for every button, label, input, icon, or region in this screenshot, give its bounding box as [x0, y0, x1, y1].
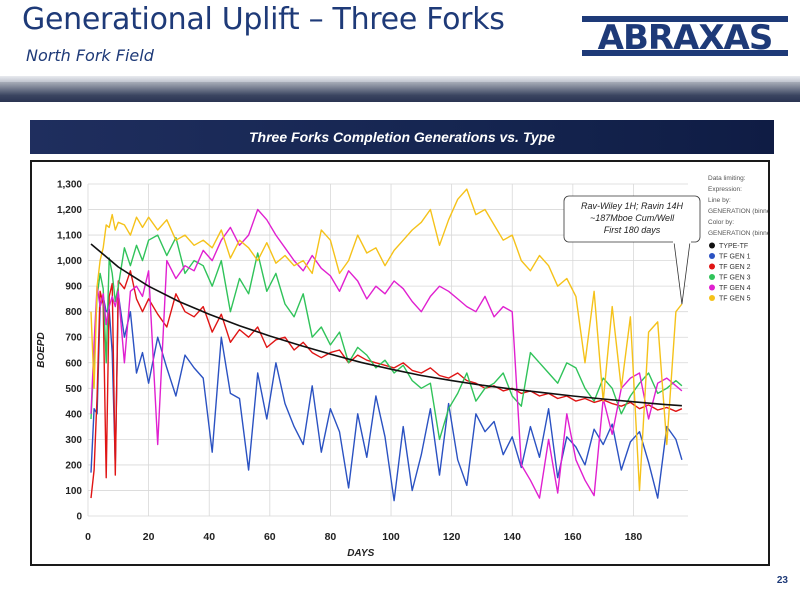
callout-pointer: [673, 241, 691, 305]
legend-header-text: GENERATION (binned): [708, 208, 768, 215]
legend-header-text: Expression:: [708, 186, 742, 193]
y-axis-label: BOEPD: [36, 332, 47, 368]
y-tick-label: 800: [65, 307, 82, 318]
x-tick-label: 40: [203, 531, 215, 543]
y-tick-label: 1,200: [57, 205, 82, 216]
legend-entry: TF GEN 2: [719, 264, 751, 271]
y-tick-label: 200: [65, 460, 82, 471]
y-tick-label: 100: [65, 486, 82, 497]
x-axis-label: DAYS: [347, 548, 374, 559]
x-tick-label: 80: [325, 531, 337, 543]
callout-box: [563, 195, 701, 243]
legend-header-text: Color by:: [708, 219, 734, 226]
x-tick-label: 160: [564, 531, 582, 543]
y-tick-label: 1,000: [57, 256, 82, 267]
abraxas-logo: ABRAXAS: [582, 16, 788, 58]
chart-banner: Three Forks Completion Generations vs. T…: [30, 120, 774, 154]
x-tick-label: 100: [382, 531, 400, 543]
logo-text: ABRAXAS: [598, 18, 773, 58]
callout-text: First 180 days: [604, 225, 661, 235]
series-line-tf-gen-2: [90, 270, 683, 499]
series-line-tf-gen-5: [90, 188, 683, 492]
legend-swatch: [709, 253, 715, 259]
legend-swatch: [709, 284, 715, 291]
legend-header-text: Data limiting:: [708, 175, 746, 182]
legend-swatch: [709, 274, 715, 280]
y-tick-label: 1,300: [57, 180, 82, 191]
legend-header-text: Line by:: [708, 197, 731, 204]
page-number: 23: [776, 575, 788, 586]
y-tick-label: 600: [65, 358, 82, 369]
x-tick-label: 0: [85, 531, 91, 543]
legend-swatch: [709, 263, 715, 270]
y-tick-label: 900: [65, 282, 82, 293]
x-tick-label: 140: [503, 531, 521, 543]
slide-title: Generational Uplift – Three Forks: [22, 2, 505, 37]
series-line-type-tf: [90, 243, 682, 407]
series-line-tf-gen-3: [90, 234, 683, 441]
legend-swatch: [709, 295, 715, 301]
legend-entry: TF GEN 3: [719, 275, 751, 282]
series-line-tf-gen-4: [90, 208, 683, 499]
y-tick-label: 0: [76, 512, 82, 523]
header-band: [0, 76, 800, 102]
series-line-tf-gen-1: [90, 293, 683, 502]
legend-entry: TYPE-TF: [719, 243, 748, 250]
callout-text: Rav-Wiley 1H; Ravin 14H: [581, 201, 683, 211]
legend-swatch: [709, 242, 715, 249]
production-chart: 01002003004005006007008009001,0001,1001,…: [36, 175, 776, 559]
legend-entry: TF GEN 4: [719, 285, 751, 292]
chart-frame: 0 100 200 300 400 500 600 700 800 900 1,000 1,100 1,…: [30, 160, 776, 566]
y-tick-label: 400: [65, 409, 82, 420]
y-tick-label: 1,100: [57, 231, 82, 242]
y-tick-label: 700: [65, 333, 82, 344]
y-tick-label: 300: [65, 435, 82, 446]
callout-text: ~187Mboe Cum/Well: [590, 213, 675, 223]
x-tick-label: 60: [264, 531, 276, 543]
slide-subtitle: North Fork Field: [26, 46, 154, 65]
x-tick-label: 180: [625, 531, 643, 543]
callout-gap: [673, 240, 691, 244]
legend-entry: TF GEN 5: [719, 296, 751, 303]
y-tick-label: 500: [65, 384, 82, 395]
x-tick-label: 120: [443, 531, 461, 543]
x-tick-label: 20: [143, 531, 155, 543]
legend-entry: TF GEN 1: [719, 254, 751, 261]
legend-header-text: GENERATION (binned): [708, 230, 768, 237]
